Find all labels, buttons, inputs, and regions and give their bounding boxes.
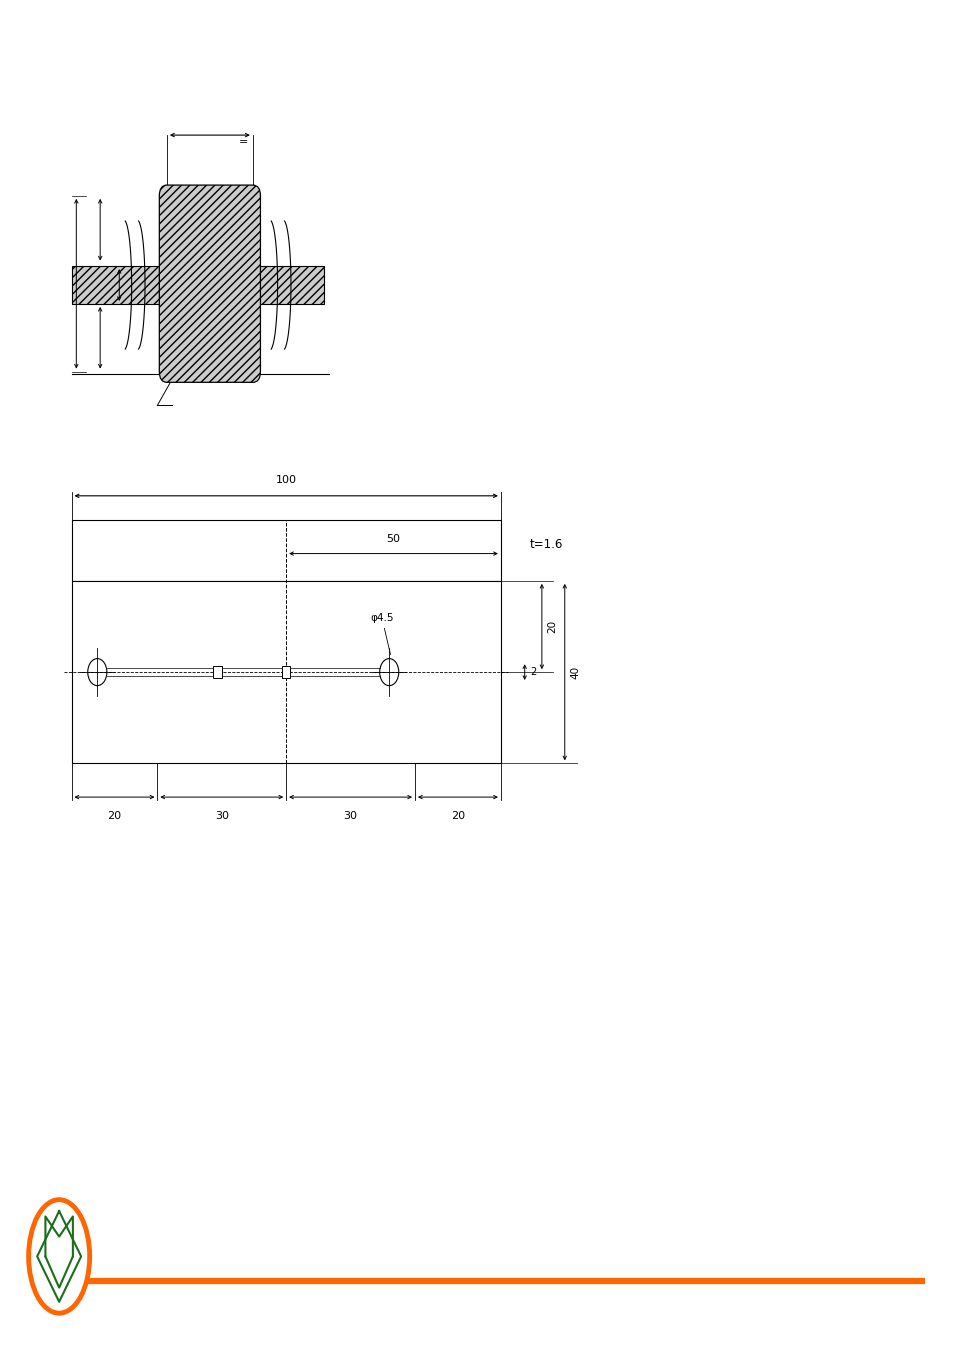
Text: 20: 20 [108, 811, 121, 820]
Text: 50: 50 [386, 534, 400, 544]
Text: 100: 100 [275, 476, 296, 485]
Text: 2: 2 [530, 667, 537, 677]
Ellipse shape [29, 1200, 90, 1313]
Bar [71, 266, 324, 304]
Bar [213, 666, 221, 678]
Text: 40: 40 [570, 666, 579, 678]
FancyBboxPatch shape [159, 185, 260, 382]
Bar [71, 520, 500, 581]
Text: =: = [238, 136, 248, 147]
Bar [281, 666, 290, 678]
Text: 30: 30 [343, 811, 357, 820]
Text: 20: 20 [451, 811, 464, 820]
Bar [71, 581, 500, 763]
Text: 20: 20 [547, 620, 557, 634]
Text: 30: 30 [214, 811, 229, 820]
Text: t=1.6: t=1.6 [529, 538, 562, 551]
Text: φ4.5: φ4.5 [370, 613, 394, 654]
